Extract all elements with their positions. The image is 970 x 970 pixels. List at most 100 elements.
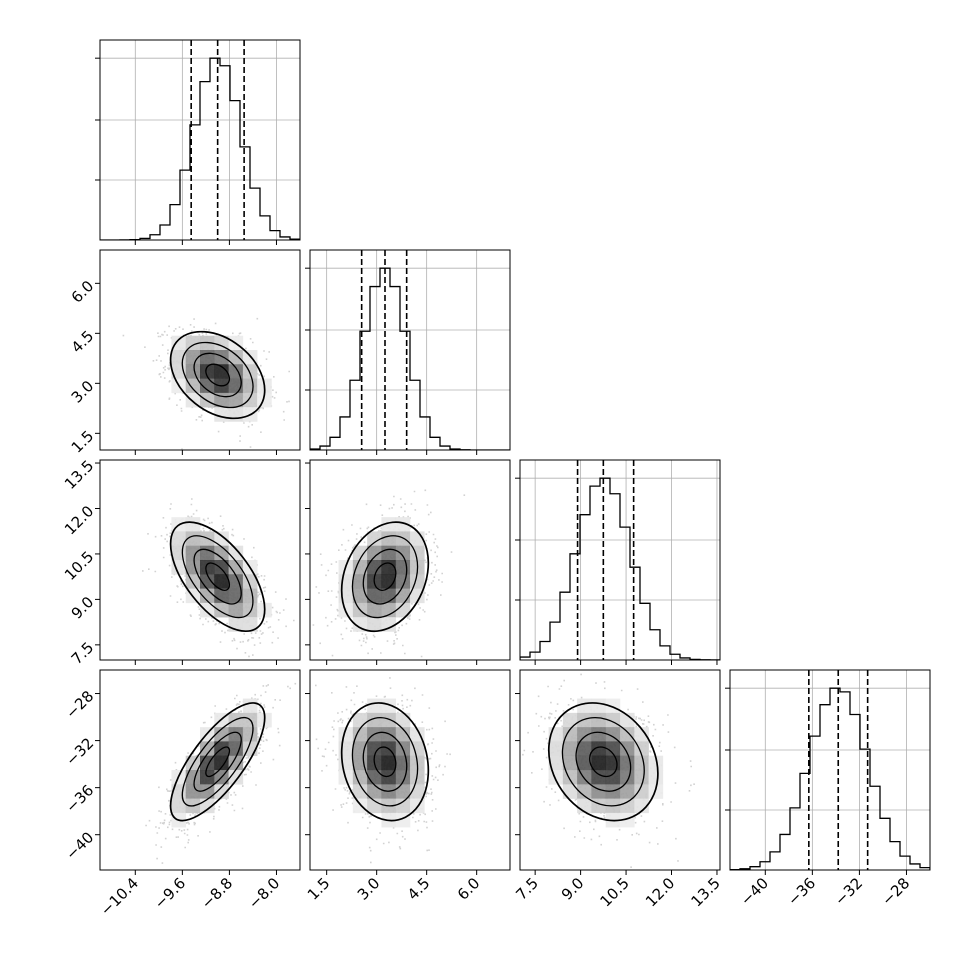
x-tick-label: 13.5: [687, 874, 723, 910]
density-cell: [185, 350, 201, 365]
y-tick-label: 4.5: [68, 327, 98, 357]
density-cell: [381, 531, 397, 547]
density-cell: [352, 784, 368, 799]
scatter-points: [142, 498, 295, 658]
density-cell: [395, 574, 411, 589]
density-cell: [185, 517, 201, 532]
density-cell: [352, 727, 368, 742]
contour-1: [362, 731, 408, 792]
histogram-step-3: [730, 687, 930, 870]
density-cell: [620, 755, 635, 771]
density-cell: [214, 588, 229, 604]
density-cell: [577, 770, 592, 785]
panel-frame: [99, 39, 301, 241]
density-cell: [367, 741, 382, 757]
density-cell: [634, 770, 649, 785]
density-cell: [381, 755, 397, 771]
density-cell: [395, 602, 411, 618]
density-cell: [214, 574, 229, 589]
contour-0: [589, 746, 618, 778]
x-tick-label: 3.0: [354, 874, 384, 904]
contour-3: [340, 702, 430, 822]
panel-frame: [99, 669, 301, 871]
contour-3: [340, 521, 430, 633]
density-cell: [381, 517, 397, 532]
panel-content: [312, 489, 466, 658]
density-cell: [591, 755, 607, 771]
contour-1: [193, 548, 242, 605]
density-cell: [605, 770, 621, 785]
density-cell: [367, 617, 382, 632]
y-tick-label: −36: [62, 781, 97, 816]
density-cell: [185, 770, 201, 785]
y-tick-label: 10.5: [61, 548, 97, 584]
density-cell: [634, 727, 649, 742]
contour-3: [169, 702, 266, 822]
density-cell: [620, 784, 635, 799]
density-cell: [200, 350, 215, 365]
density-cell: [352, 574, 368, 589]
x-tick-label: 4.5: [404, 874, 434, 904]
density-cell: [367, 545, 382, 561]
y-tick-label: −28: [62, 687, 97, 722]
density-cell: [367, 698, 382, 714]
panel-content: [315, 670, 451, 864]
density-cell: [352, 741, 368, 757]
density-cell: [367, 588, 382, 604]
density-cell: [200, 545, 215, 561]
density-cell: [228, 741, 244, 757]
density-cell: [200, 602, 215, 618]
contour-2: [181, 341, 254, 409]
density-cell: [395, 784, 411, 799]
density-cell: [214, 560, 229, 575]
x-tick-label: 9.0: [558, 874, 588, 904]
histogram-step-2: [520, 477, 720, 660]
x-tick-label: −9.6: [151, 874, 189, 912]
histogram-panel-0: [95, 39, 301, 241]
density-cell: [620, 798, 635, 814]
density-cell: [367, 560, 382, 575]
density-cell: [367, 712, 382, 728]
x-tick-label: 1.5: [304, 874, 334, 904]
density-cell: [634, 755, 649, 771]
density-cell: [338, 755, 354, 771]
density-cell: [228, 392, 244, 408]
y-tick-label: 7.5: [68, 638, 98, 668]
density-cell: [395, 798, 411, 814]
density-cell: [591, 727, 607, 742]
panel-frame: [309, 249, 511, 451]
density-cell: [171, 335, 187, 351]
density-cell: [605, 755, 621, 771]
density-cell: [395, 770, 411, 785]
density-cell: [381, 602, 397, 618]
density-cell: [395, 588, 411, 604]
density-cell: [620, 727, 635, 742]
contour-0: [205, 746, 231, 778]
density-cell: [242, 588, 258, 604]
density-cell: [605, 784, 621, 799]
contour-1: [362, 548, 408, 605]
panel-content: [122, 317, 290, 450]
density-cell: [562, 712, 578, 728]
scatter-panel-2-1: [309, 459, 511, 661]
density-cell: [214, 350, 229, 365]
density-cell: [214, 784, 229, 799]
y-tick-label: −32: [62, 734, 97, 769]
y-tick-label: −40: [62, 828, 97, 863]
density-cell: [548, 741, 564, 757]
density-cell: [634, 784, 649, 799]
density-cell: [242, 602, 258, 618]
density-cell: [228, 407, 244, 422]
density-cell: [242, 364, 258, 379]
x-tick-label: −8.8: [198, 874, 236, 912]
density-cell: [352, 770, 368, 785]
density-cell: [228, 602, 244, 618]
density-cell: [214, 531, 229, 547]
panel-frame: [99, 459, 301, 661]
density-cell: [381, 698, 397, 714]
density-cell: [214, 727, 229, 742]
panel-background: [100, 40, 300, 240]
density-cell: [185, 784, 201, 799]
density-cell: [214, 364, 229, 379]
panel-frame: [729, 669, 931, 871]
